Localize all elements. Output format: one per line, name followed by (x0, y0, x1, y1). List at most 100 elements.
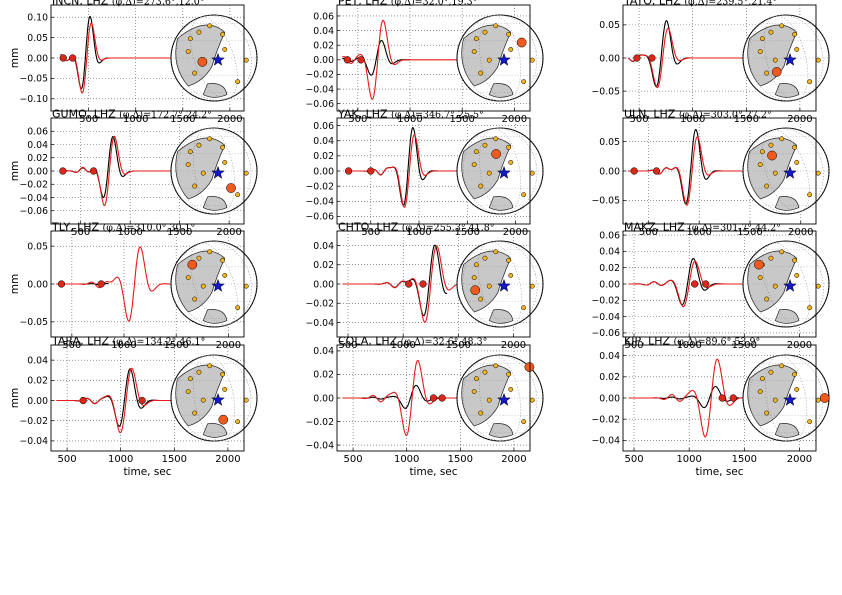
station-marker (794, 46, 800, 52)
phase-marker (630, 167, 638, 175)
station-marker-active (771, 67, 782, 77)
panel-cola: 500 1000 1500 2000 −0.04 −0.02 0.00 0.02 0.04 COL… (306, 335, 544, 478)
station-marker-active (819, 393, 830, 403)
panel-title-station: ULN, LHZ (624, 108, 679, 121)
station-marker (187, 36, 193, 42)
y-tick-label: 0.00 (27, 166, 48, 177)
phase-marker (343, 56, 352, 64)
observed-trace (628, 128, 750, 205)
globe-meridian (479, 15, 521, 101)
panel-title: INCN, LHZ (φ,Δ)=273.6°,12.0° (52, 0, 205, 8)
station-marker (478, 70, 484, 76)
y-axis-label: mm (9, 48, 21, 68)
continent-asia (747, 137, 798, 200)
epicenter-star (497, 278, 511, 292)
y-tick-label: 0.00 (599, 166, 620, 177)
y-tick-label: 0.02 (27, 376, 48, 387)
globe-meridian (742, 354, 830, 442)
globe-meridian (456, 354, 544, 442)
panel-title-angles: (φ,Δ)=346.7°,25.5° (391, 110, 484, 121)
observed-trace (342, 39, 410, 76)
station-marker (759, 376, 765, 382)
y-axis-label: mm (9, 161, 21, 181)
continent-asia (461, 364, 512, 427)
x-tick-label: 2000 (502, 114, 527, 125)
epicenter-star (211, 278, 225, 292)
globe-meridian (762, 242, 810, 326)
station-marker (807, 419, 813, 425)
y-tick-label: 0.06 (313, 11, 334, 22)
x-tick-label: 1500 (732, 454, 757, 465)
station-marker (196, 255, 202, 261)
station-marker (506, 371, 512, 377)
panel-title-angles: (φ,Δ)=303.0°,27.2° (679, 110, 772, 121)
synthetic-trace (628, 136, 750, 206)
continent-asia (175, 137, 226, 200)
globe-meridian (170, 14, 258, 102)
station-marker-active (516, 37, 527, 48)
y-tick-label: 0.00 (599, 279, 620, 290)
continent-australia (202, 196, 228, 211)
panel-title-station: INCN, LHZ (52, 0, 112, 8)
globe-meridian (742, 240, 830, 328)
panel-title: COLA, LHZ (φ,Δ)=32.6°,48.3° (338, 335, 487, 348)
globe-meridian (748, 15, 824, 101)
station-marker (235, 79, 241, 85)
y-tick-label: 0.10 (27, 13, 48, 24)
y-tick-label: −0.10 (20, 94, 49, 105)
y-tick-label: 0.00 (313, 55, 334, 66)
station-marker (521, 305, 527, 311)
panel-gumo: 500 1000 1500 2000 −0.06 −0.04 −0.02 0.00 0.02 0.… (9, 108, 258, 238)
phase-marker (652, 167, 661, 175)
station-marker-active (524, 362, 535, 372)
station-marker (493, 249, 499, 255)
station-marker (482, 255, 488, 261)
globe-meridian (176, 127, 252, 215)
station-marker (473, 36, 479, 42)
y-tick-label: 0.04 (599, 351, 620, 362)
globe-meridian (170, 240, 258, 328)
epicenter-star (211, 165, 225, 179)
continent-australia (488, 309, 514, 324)
y-tick-label: 0.06 (27, 127, 48, 138)
station-marker (200, 397, 206, 403)
epicenter-star (497, 392, 511, 406)
continent-asia (175, 364, 226, 427)
y-tick-label: −0.05 (20, 74, 49, 85)
y-tick-label: −0.05 (592, 196, 621, 207)
panel-title: KIP, LHZ (φ,Δ)=89.6°,53.9° (624, 335, 760, 348)
station-marker (207, 249, 213, 255)
station-marker (192, 296, 198, 302)
station-marker (506, 257, 512, 263)
globe-meridian (456, 127, 544, 215)
y-tick-label: −0.06 (306, 99, 335, 110)
x-axis-label: time, sec (409, 466, 457, 478)
station-marker (815, 170, 821, 176)
phase-marker (367, 167, 375, 175)
y-tick-label: −0.06 (306, 212, 335, 223)
x-tick-label: 1000 (111, 340, 136, 351)
globe-inset (170, 14, 258, 102)
x-tick-label: 500 (344, 454, 363, 465)
y-tick-label: 0.04 (313, 346, 334, 357)
observed-trace (60, 136, 131, 198)
phase-marker (89, 167, 98, 175)
x-tick-label: 1500 (167, 227, 192, 238)
station-marker (478, 183, 484, 189)
station-marker (759, 36, 765, 42)
y-tick-label: 0.04 (313, 26, 334, 37)
phase-marker (648, 54, 656, 62)
x-tick-label: 500 (58, 454, 77, 465)
x-tick-label: 2000 (503, 227, 528, 238)
continent-australia (202, 423, 228, 438)
station-marker (792, 144, 798, 150)
globe-meridian (193, 128, 235, 214)
station-marker (508, 46, 514, 52)
station-marker (192, 410, 198, 416)
station-marker (187, 376, 193, 382)
x-axis-label: time, sec (123, 466, 171, 478)
y-tick-label: −0.02 (20, 416, 49, 427)
y-tick-label: −0.04 (306, 318, 335, 329)
station-marker (235, 192, 241, 198)
